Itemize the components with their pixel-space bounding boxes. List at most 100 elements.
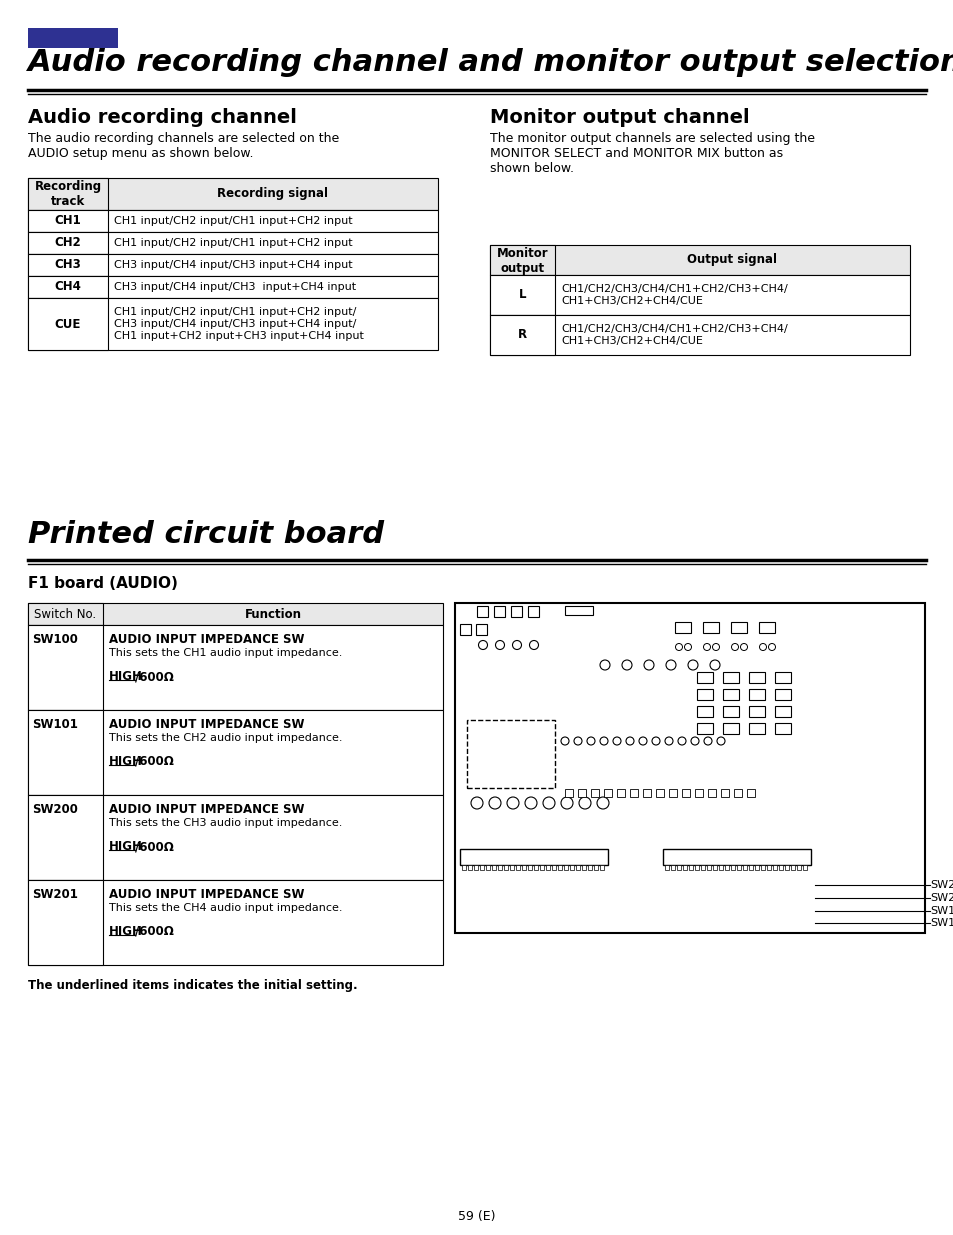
Text: This sets the CH3 audio input impedance.: This sets the CH3 audio input impedance. bbox=[109, 818, 342, 827]
Bar bbox=[662, 848, 810, 864]
Text: CH1/CH2/CH3/CH4/CH1+CH2/CH3+CH4/
CH1+CH3/CH2+CH4/CUE: CH1/CH2/CH3/CH4/CH1+CH2/CH3+CH4/ CH1+CH3… bbox=[560, 284, 787, 306]
Bar bbox=[599, 864, 603, 869]
Bar bbox=[730, 622, 746, 634]
Bar bbox=[28, 254, 108, 275]
Text: SW101: SW101 bbox=[929, 906, 953, 916]
Bar bbox=[760, 864, 764, 869]
Text: L: L bbox=[518, 289, 526, 301]
Bar bbox=[490, 315, 909, 354]
Bar bbox=[569, 864, 574, 869]
Bar bbox=[28, 795, 442, 881]
Bar bbox=[677, 864, 680, 869]
Bar bbox=[774, 672, 790, 683]
Text: /600Ω: /600Ω bbox=[135, 755, 173, 768]
Bar bbox=[722, 689, 739, 700]
Bar bbox=[697, 689, 712, 700]
Bar bbox=[603, 789, 612, 797]
Text: Output signal: Output signal bbox=[687, 253, 777, 267]
Bar bbox=[748, 706, 764, 718]
Bar bbox=[697, 672, 712, 683]
Bar bbox=[766, 864, 770, 869]
Bar bbox=[28, 298, 108, 350]
Bar bbox=[802, 864, 806, 869]
Bar bbox=[461, 864, 465, 869]
Bar bbox=[459, 624, 471, 635]
Text: CH1/CH2/CH3/CH4/CH1+CH2/CH3+CH4/
CH1+CH3/CH2+CH4/CUE: CH1/CH2/CH3/CH4/CH1+CH2/CH3+CH4/ CH1+CH3… bbox=[560, 325, 787, 346]
Bar bbox=[681, 789, 689, 797]
Bar bbox=[564, 606, 593, 615]
Bar bbox=[467, 720, 555, 788]
Bar bbox=[629, 789, 638, 797]
Text: SW200: SW200 bbox=[929, 893, 953, 903]
Bar bbox=[479, 864, 483, 869]
Bar bbox=[587, 864, 592, 869]
Text: AUDIO INPUT IMPEDANCE SW: AUDIO INPUT IMPEDANCE SW bbox=[109, 888, 304, 902]
Text: Monitor
output: Monitor output bbox=[497, 247, 548, 275]
Bar bbox=[722, 672, 739, 683]
Bar bbox=[28, 298, 437, 350]
Bar bbox=[494, 606, 504, 618]
Bar bbox=[28, 254, 437, 275]
Bar bbox=[719, 864, 722, 869]
Bar bbox=[527, 606, 538, 618]
Text: R: R bbox=[517, 329, 526, 342]
Bar bbox=[539, 864, 543, 869]
Bar bbox=[590, 789, 598, 797]
Text: SW100: SW100 bbox=[929, 918, 953, 927]
Bar bbox=[28, 603, 103, 625]
Text: CH3 input/CH4 input/CH3 input+CH4 input: CH3 input/CH4 input/CH3 input+CH4 input bbox=[113, 261, 353, 270]
Bar bbox=[722, 706, 739, 718]
Text: AUDIO INPUT IMPEDANCE SW: AUDIO INPUT IMPEDANCE SW bbox=[109, 718, 304, 731]
Bar bbox=[497, 864, 501, 869]
Bar bbox=[534, 864, 537, 869]
Text: CH3: CH3 bbox=[54, 258, 81, 272]
Text: /600Ω: /600Ω bbox=[135, 671, 173, 683]
Bar bbox=[576, 864, 579, 869]
Text: /600Ω: /600Ω bbox=[135, 925, 173, 939]
Text: SW201: SW201 bbox=[32, 888, 78, 902]
Text: Recording signal: Recording signal bbox=[217, 188, 328, 200]
Text: /600Ω: /600Ω bbox=[135, 840, 173, 853]
Text: HIGH: HIGH bbox=[109, 755, 143, 768]
Text: HIGH: HIGH bbox=[109, 671, 143, 683]
Bar bbox=[730, 864, 734, 869]
Bar bbox=[511, 606, 521, 618]
Bar bbox=[688, 864, 692, 869]
Text: AUDIO INPUT IMPEDANCE SW: AUDIO INPUT IMPEDANCE SW bbox=[109, 803, 304, 816]
Bar bbox=[492, 864, 496, 869]
Text: Monitor output channel: Monitor output channel bbox=[490, 107, 749, 127]
Text: This sets the CH1 audio input impedance.: This sets the CH1 audio input impedance. bbox=[109, 648, 342, 658]
Bar bbox=[695, 864, 699, 869]
Bar bbox=[28, 710, 103, 795]
Bar bbox=[774, 722, 790, 734]
Bar bbox=[668, 789, 677, 797]
Bar bbox=[28, 178, 437, 210]
Bar bbox=[733, 789, 741, 797]
Bar bbox=[476, 624, 486, 635]
Bar bbox=[774, 706, 790, 718]
Bar bbox=[774, 689, 790, 700]
Text: F1 board (AUDIO): F1 board (AUDIO) bbox=[28, 576, 177, 592]
Bar bbox=[784, 864, 788, 869]
Bar bbox=[490, 315, 555, 354]
Bar bbox=[28, 625, 103, 710]
Bar bbox=[707, 789, 716, 797]
Bar bbox=[28, 710, 442, 795]
Text: The audio recording channels are selected on the
AUDIO setup menu as shown below: The audio recording channels are selecte… bbox=[28, 132, 339, 161]
Bar bbox=[702, 622, 719, 634]
Bar bbox=[581, 864, 585, 869]
Bar bbox=[754, 864, 759, 869]
Bar bbox=[527, 864, 532, 869]
Bar bbox=[28, 275, 108, 298]
Bar bbox=[706, 864, 710, 869]
Bar bbox=[664, 864, 668, 869]
Bar bbox=[578, 789, 585, 797]
Bar bbox=[656, 789, 663, 797]
Text: CH1: CH1 bbox=[54, 215, 81, 227]
Bar bbox=[28, 275, 437, 298]
Text: Audio recording channel: Audio recording channel bbox=[28, 107, 296, 127]
Bar bbox=[759, 622, 774, 634]
Bar bbox=[28, 625, 442, 710]
Text: CUE: CUE bbox=[54, 317, 81, 331]
Bar bbox=[28, 210, 108, 232]
